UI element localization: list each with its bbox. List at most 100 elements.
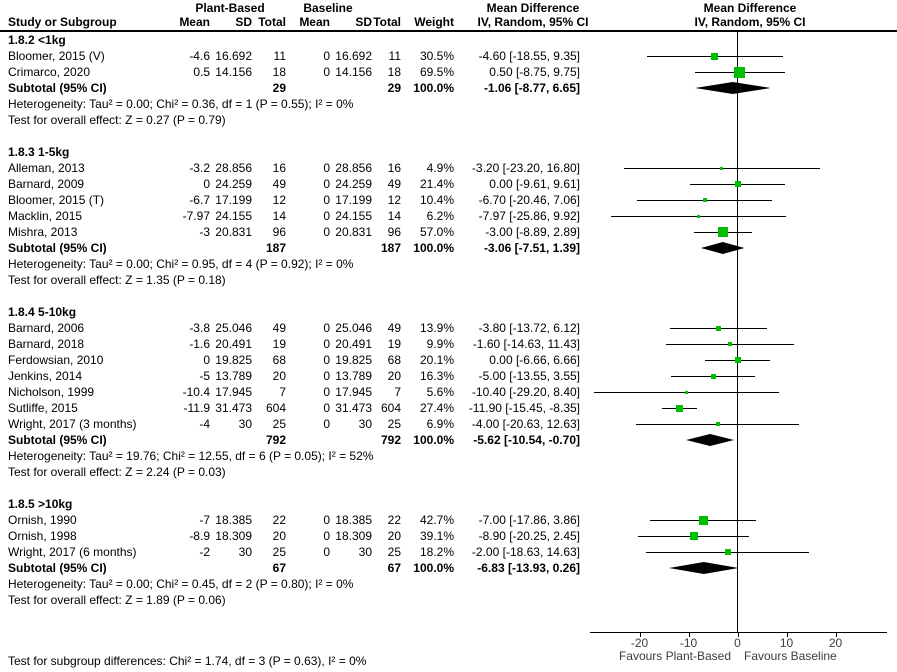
effect-square	[715, 422, 720, 426]
heterogeneity-text: Heterogeneity: Tau² = 0.00; Chi² = 0.45,…	[8, 577, 354, 591]
bl-sd: 20.491	[335, 337, 372, 351]
bl-mean: 0	[323, 225, 330, 239]
study-label: Nicholson, 1999	[8, 385, 95, 399]
study-row: Barnard, 2006 -3.8 25.046 49 0 25.046 49 13.9% -…	[0, 320, 897, 336]
pb-mean: -7	[199, 513, 210, 527]
study-md-ci: -11.90 [-15.45, -8.35]	[468, 401, 580, 415]
study-weight: 6.9%	[426, 417, 454, 431]
study-label: Ornish, 1998	[8, 529, 77, 543]
bl-total: 7	[394, 385, 401, 399]
pb-total: 16	[272, 161, 286, 175]
bl-mean: 0	[323, 161, 330, 175]
heterogeneity-row: Heterogeneity: Tau² = 19.76; Chi² = 12.5…	[0, 448, 897, 464]
effect-square	[685, 390, 689, 394]
bl-mean: 0	[323, 177, 330, 191]
subtotal-bl-total: 67	[387, 561, 401, 575]
bl-sd-column-header: SD	[355, 15, 372, 29]
study-weight: 57.0%	[419, 225, 454, 239]
study-label: Ornish, 1990	[8, 513, 77, 527]
bl-sd: 16.692	[335, 49, 372, 63]
axis-tick	[737, 632, 739, 637]
axis-tick-label: -20	[630, 636, 649, 650]
study-row: Mishra, 2013 -3 20.831 96 0 20.831 96 57.0% -3.0…	[0, 224, 897, 240]
bl-total: 12	[387, 193, 401, 207]
study-row: Jenkins, 2014 -5 13.789 20 0 13.789 20 16.3% -5.…	[0, 368, 897, 384]
pb-sd: 18.385	[215, 513, 252, 527]
subgroup-title: 1.8.4 5-10kg	[8, 305, 77, 319]
header-rule	[0, 30, 897, 32]
study-weight: 6.2%	[426, 209, 454, 223]
subtotal-bl-total: 29	[387, 81, 401, 95]
study-label: Sutliffe, 2015	[8, 401, 78, 415]
bl-total: 49	[387, 321, 401, 335]
favours-left-label: Favours Plant-Based	[618, 649, 731, 663]
subtotal-diamond	[685, 434, 735, 446]
bl-total: 20	[387, 529, 401, 543]
overall-effect-row: Test for overall effect: Z = 2.24 (P = 0…	[0, 464, 897, 480]
study-md-ci: -7.97 [-25.86, 9.92]	[478, 209, 580, 223]
pb-sd: 24.259	[215, 177, 252, 191]
pb-total: 22	[272, 513, 286, 527]
subtotal-pb-total: 29	[272, 81, 286, 95]
study-md-ci: -5.00 [-13.55, 3.55]	[478, 369, 580, 383]
bl-sd: 28.856	[335, 161, 372, 175]
baseline-group-header: Baseline	[303, 1, 353, 15]
pb-mean-column-header: Mean	[179, 15, 210, 29]
study-label: Mishra, 2013	[8, 225, 78, 239]
study-md-ci: -4.60 [-18.55, 9.35]	[478, 49, 580, 63]
pb-total: 96	[272, 225, 286, 239]
overall-effect-row: Test for overall effect: Z = 0.27 (P = 0…	[0, 112, 897, 128]
study-label: Wright, 2017 (6 months)	[8, 545, 137, 559]
study-label: Barnard, 2018	[8, 337, 85, 351]
heterogeneity-text: Heterogeneity: Tau² = 19.76; Chi² = 12.5…	[8, 449, 374, 463]
study-md-ci: -10.40 [-29.20, 8.40]	[471, 385, 580, 399]
subtotal-pb-total: 187	[265, 241, 286, 255]
subtotal-row: Subtotal (95% CI) 187 187 100.0% -3.06 [-7.5…	[0, 240, 897, 256]
bl-mean: 0	[323, 209, 330, 223]
pb-total: 7	[279, 385, 286, 399]
bl-total: 96	[387, 225, 401, 239]
bl-sd: 17.199	[335, 193, 372, 207]
subgroup-header-row: 1.8.3 1-5kg	[0, 144, 897, 160]
subtotal-diamond	[694, 82, 771, 94]
subgroup-title: 1.8.5 >10kg	[8, 497, 73, 511]
study-label: Bloomer, 2015 (V)	[8, 49, 105, 63]
study-weight: 4.9%	[426, 161, 454, 175]
pb-mean: 0.5	[193, 65, 210, 79]
pb-total: 18	[272, 65, 286, 79]
pb-mean: -6.7	[189, 193, 210, 207]
study-weight: 9.9%	[426, 337, 454, 351]
weight-column-header: Weight	[414, 15, 454, 29]
study-row: Bloomer, 2015 (V) -4.6 16.692 11 0 16.692 11 30…	[0, 48, 897, 64]
subgroup-header-row: 1.8.2 <1kg	[0, 32, 897, 48]
bl-total: 22	[387, 513, 401, 527]
effect-square	[720, 166, 724, 170]
study-md-ci: -4.00 [-20.63, 12.63]	[471, 417, 580, 431]
effect-square	[675, 404, 683, 412]
bl-sd: 30	[358, 545, 372, 559]
study-weight: 27.4%	[419, 401, 454, 415]
pb-mean: 0	[203, 177, 210, 191]
study-label: Jenkins, 2014	[8, 369, 83, 383]
subtotal-diamond	[669, 562, 739, 574]
pb-mean: -7.97	[182, 209, 210, 223]
effect-square	[734, 66, 746, 78]
pb-sd: 20.491	[215, 337, 252, 351]
bl-total-column-header: Total	[373, 15, 401, 29]
overall-effect-row: Test for overall effect: Z = 1.89 (P = 0…	[0, 592, 897, 608]
bl-total: 25	[387, 417, 401, 431]
subgroup-title: 1.8.2 <1kg	[8, 33, 66, 47]
subtotal-pb-total: 792	[265, 433, 286, 447]
axis-tick	[688, 632, 690, 637]
bl-mean: 0	[323, 369, 330, 383]
heterogeneity-text: Heterogeneity: Tau² = 0.00; Chi² = 0.95,…	[8, 257, 354, 271]
axis-tick-label: 10	[779, 636, 794, 650]
bl-total: 16	[387, 161, 401, 175]
subtotal-row: Subtotal (95% CI) 67 67 100.0% -6.83 [-13.93…	[0, 560, 897, 576]
bl-mean: 0	[323, 49, 330, 63]
study-md-ci: 0.00 [-9.61, 9.61]	[489, 177, 580, 191]
overall-effect-text: Test for overall effect: Z = 0.27 (P = 0…	[8, 113, 226, 127]
heterogeneity-row: Heterogeneity: Tau² = 0.00; Chi² = 0.95,…	[0, 256, 897, 272]
subtotal-weight: 100.0%	[413, 241, 454, 255]
bl-mean: 0	[323, 193, 330, 207]
